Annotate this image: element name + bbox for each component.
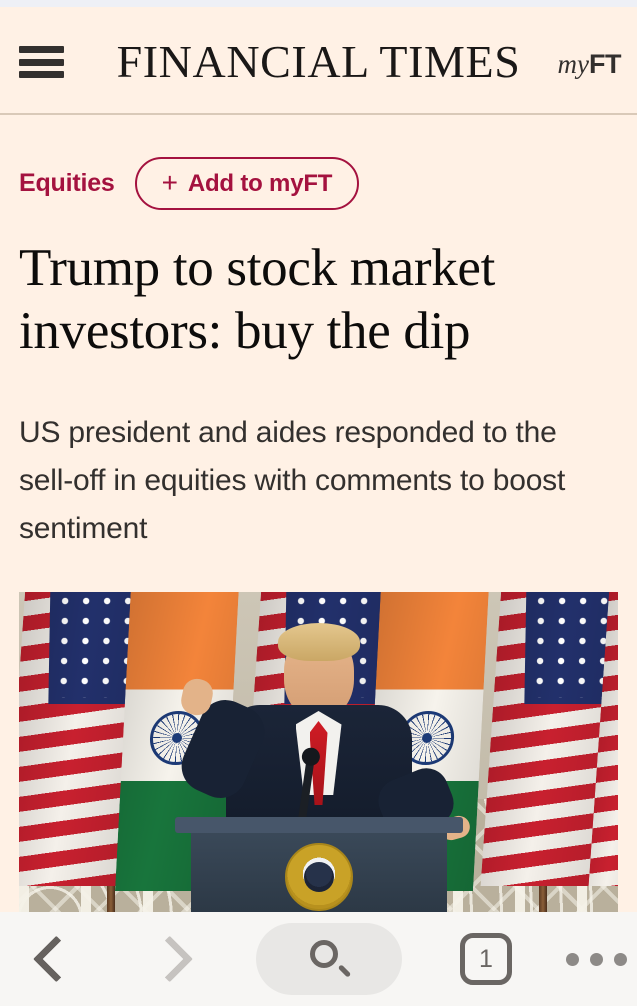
more-options-button[interactable]	[566, 952, 627, 966]
article-headline: Trump to stock market investors: buy the…	[19, 239, 496, 360]
browser-toolbar: 1	[0, 912, 637, 1006]
ft-masthead-logo[interactable]: FINANCIAL TIMES	[116, 36, 521, 87]
search-button[interactable]	[256, 923, 402, 995]
tab-count-label: 1	[479, 944, 493, 973]
podium-top-edge	[174, 817, 463, 833]
hero-image-scene	[19, 592, 618, 912]
back-button[interactable]	[24, 930, 82, 988]
dot	[566, 952, 579, 966]
article-body: Equities + Add to myFT Trump to stock ma…	[0, 157, 637, 912]
presidential-podium	[174, 817, 463, 912]
add-to-myft-button[interactable]: + Add to myFT	[134, 157, 360, 210]
dot	[590, 952, 603, 966]
myft-prefix: my	[557, 49, 589, 79]
speaker-hair	[277, 623, 360, 661]
ft-site-header: FINANCIAL TIMES myFT	[0, 7, 637, 115]
ellipsis-icon	[566, 952, 627, 966]
forward-button[interactable]	[144, 930, 202, 988]
ft-article-page: FINANCIAL TIMES myFT Equities + Add to m…	[0, 7, 637, 912]
speaker-head	[277, 623, 360, 719]
presidential-seal-icon	[284, 843, 353, 911]
search-pill	[256, 923, 402, 995]
myft-link[interactable]: myFT	[557, 49, 622, 84]
hamburger-bar	[19, 46, 64, 53]
status-bar	[0, 0, 637, 7]
chevron-right-icon	[144, 930, 202, 988]
tabs-button[interactable]: 1	[460, 933, 512, 985]
dot	[614, 952, 627, 966]
hamburger-bar	[19, 58, 64, 66]
tab-count-icon: 1	[460, 933, 512, 985]
speaker-figure	[172, 623, 472, 843]
hamburger-bar	[19, 71, 64, 78]
myft-suffix: FT	[589, 49, 622, 79]
article-standfirst: US president and aides responded to the …	[19, 416, 566, 545]
article-hero-image[interactable]	[19, 592, 618, 912]
chevron-left-icon	[24, 930, 82, 988]
plus-icon: +	[161, 166, 178, 198]
topic-tag-equities[interactable]: Equities	[19, 169, 115, 197]
hamburger-menu-icon[interactable]	[19, 46, 64, 78]
speaker-tie	[309, 721, 328, 805]
search-icon	[310, 940, 348, 978]
article-meta-row: Equities + Add to myFT	[19, 157, 618, 210]
add-to-myft-label: Add to myFT	[187, 169, 333, 197]
